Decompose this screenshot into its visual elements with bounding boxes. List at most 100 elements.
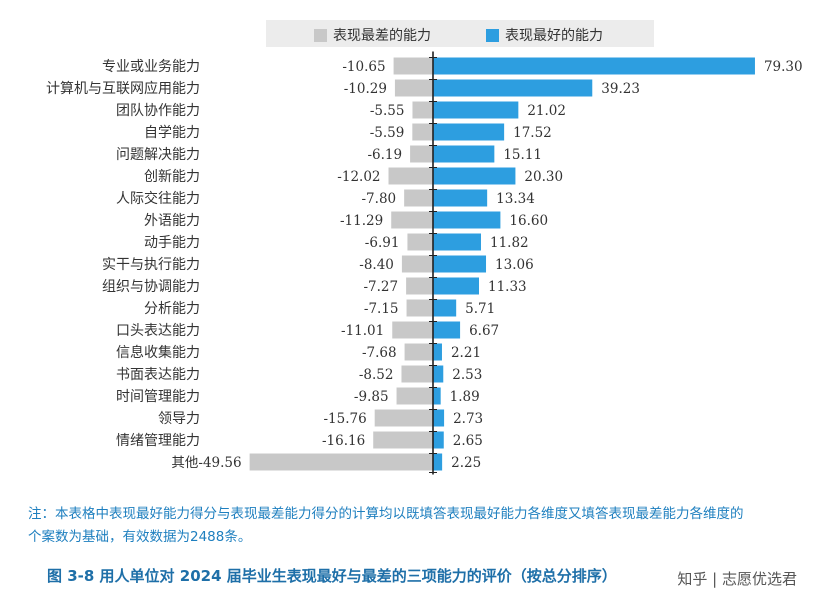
- worst-value-label: -8.40: [359, 257, 394, 273]
- best-value-label: 5.71: [465, 301, 495, 317]
- best-value-label: 2.65: [453, 433, 483, 449]
- worst-bar: [388, 167, 433, 185]
- worst-bar: [410, 145, 433, 163]
- worst-bar: [406, 277, 433, 295]
- worst-bar: [406, 299, 433, 317]
- worst-bar: [393, 57, 433, 75]
- worst-bar: [412, 101, 433, 119]
- worst-value-label: -8.52: [359, 367, 394, 383]
- worst-value-label: -7.80: [362, 191, 397, 207]
- best-bar: [433, 123, 505, 141]
- worst-value-label: -7.68: [362, 345, 397, 361]
- category-label: 实干与执行能力: [102, 257, 200, 273]
- worst-bar: [412, 123, 433, 141]
- best-bar: [433, 57, 755, 75]
- source-watermark: 知乎 | 志愿优选君: [677, 570, 797, 588]
- best-value-label: 79.30: [764, 59, 803, 75]
- category-label: 书面表达能力: [116, 367, 200, 383]
- worst-value-label: -7.15: [364, 301, 399, 317]
- best-bar: [433, 321, 461, 339]
- legend-label-worst: 表现最差的能力: [333, 28, 431, 44]
- worst-bar: [404, 189, 433, 207]
- category-label: 组织与协调能力: [102, 279, 200, 295]
- worst-value-label: -12.02: [337, 169, 380, 185]
- best-value-label: 11.33: [488, 279, 527, 295]
- best-value-label: 16.60: [509, 213, 548, 229]
- category-label: 领导力: [158, 411, 200, 427]
- best-bar: [433, 233, 481, 251]
- legend-item-worst: 表现最差的能力: [314, 25, 431, 45]
- best-value-label: 1.89: [450, 389, 480, 405]
- diverging-bar-chart: 专业或业务能力 -10.65 79.30 计算机与互联网应用能力 -10.29 39.23…: [46, 51, 803, 475]
- best-bar: [433, 145, 495, 163]
- worst-bar: [401, 365, 433, 383]
- legend-swatch-best: [486, 28, 499, 42]
- best-value-label: 13.06: [495, 257, 534, 273]
- category-label: 计算机与互联网应用能力: [46, 80, 200, 97]
- best-value-label: 2.53: [452, 367, 482, 383]
- worst-value-label: -6.91: [365, 235, 400, 251]
- worst-value-label: -6.19: [367, 147, 402, 163]
- category-label: 创新能力: [144, 169, 200, 185]
- best-bar: [433, 255, 487, 273]
- worst-bar: [404, 343, 433, 361]
- worst-value-label: -10.29: [344, 81, 387, 97]
- legend-label-best: 表现最好的能力: [505, 28, 603, 44]
- best-bar: [433, 189, 488, 207]
- best-bar: [433, 365, 444, 383]
- worst-value-label: -10.65: [342, 59, 385, 75]
- legend-item-best: 表现最好的能力: [486, 25, 603, 45]
- best-bar: [433, 79, 593, 97]
- best-bar: [433, 167, 516, 185]
- figure-caption: 图 3-8 用人单位对 2024 届毕业生表现最好与最差的三项能力的评价（按总分…: [47, 567, 617, 585]
- best-value-label: 13.34: [496, 191, 535, 207]
- worst-value-label: -5.59: [370, 125, 405, 141]
- category-label: 外语能力: [144, 213, 200, 229]
- best-value-label: 2.73: [453, 411, 483, 427]
- category-label: 人际交往能力: [116, 190, 200, 207]
- best-value-label: 6.67: [469, 323, 499, 339]
- worst-value-label: -9.85: [354, 389, 389, 405]
- category-label: 自学能力: [144, 125, 200, 141]
- chart-footnote: 注：本表格中表现最好能力得分与表现最差能力得分的计算均以既填答表现最好能力各维度…: [28, 506, 744, 545]
- best-bar: [433, 299, 457, 317]
- category-label: 团队协作能力: [116, 103, 200, 119]
- category-label: 专业或业务能力: [102, 59, 200, 75]
- category-label: 情绪管理能力: [116, 433, 200, 449]
- best-value-label: 15.11: [503, 147, 542, 163]
- worst-bar: [249, 453, 433, 471]
- best-bar: [433, 101, 519, 119]
- worst-bar: [391, 211, 433, 229]
- best-bar: [433, 211, 501, 229]
- best-bar: [433, 431, 444, 449]
- category-label: 问题解决能力: [116, 147, 200, 163]
- best-value-label: 21.02: [527, 103, 566, 119]
- category-label: 分析能力: [144, 301, 200, 317]
- worst-value-label: -5.55: [370, 103, 405, 119]
- worst-bar: [396, 387, 433, 405]
- legend-swatch-worst: [314, 28, 327, 42]
- best-value-label: 20.30: [524, 169, 563, 185]
- chart-legend: 表现最差的能力 表现最好的能力: [266, 20, 654, 47]
- category-label: 信息收集能力: [116, 344, 200, 361]
- category-label: 口头表达能力: [116, 323, 200, 339]
- worst-bar: [394, 79, 433, 97]
- best-bar: [433, 387, 441, 405]
- worst-bar: [392, 321, 433, 339]
- best-bar: [433, 409, 445, 427]
- category-label: 动手能力: [144, 235, 200, 251]
- best-value-label: 11.82: [490, 235, 529, 251]
- best-value-label: 17.52: [513, 125, 552, 141]
- best-bar: [433, 343, 442, 361]
- worst-bar: [401, 255, 433, 273]
- best-bar: [433, 453, 443, 471]
- best-value-label: 2.25: [451, 455, 481, 471]
- best-bar: [433, 277, 479, 295]
- worst-bar: [374, 409, 433, 427]
- worst-bar: [373, 431, 433, 449]
- worst-value-label: -11.01: [341, 323, 384, 339]
- worst-value-label: -16.16: [322, 433, 365, 449]
- other-category-value-label: 其他-49.56: [171, 455, 241, 471]
- worst-value-label: -7.27: [363, 279, 398, 295]
- worst-value-label: -15.76: [323, 411, 366, 427]
